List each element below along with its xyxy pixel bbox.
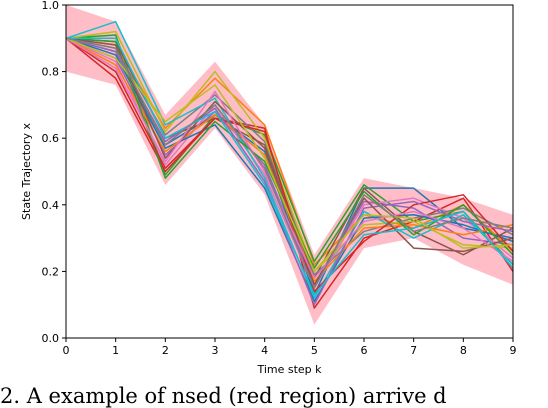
- trajectory-line-8: [65, 37, 514, 276]
- y-tick-label: 0.6: [42, 132, 60, 145]
- uncertainty-band: [66, 5, 513, 325]
- x-tick-label: 9: [510, 344, 517, 357]
- y-tick-label: 0.0: [42, 332, 60, 345]
- trajectory-line-3: [65, 34, 514, 266]
- x-tick-label: 5: [311, 344, 318, 357]
- x-tick-label: 3: [212, 344, 219, 357]
- x-axis-ticks: 0 1 2 3 4 5 6 7 8 9: [63, 338, 517, 357]
- y-tick-label: 1.0: [42, 0, 60, 12]
- x-tick-label: 7: [410, 344, 417, 357]
- trajectory-line-20: [65, 37, 514, 289]
- y-tick-label: 0.8: [42, 66, 60, 79]
- trajectory-line-19: [65, 37, 514, 273]
- x-axis-label: Time step k: [256, 363, 322, 376]
- x-tick-label: 8: [460, 344, 467, 357]
- x-tick-label: 1: [112, 344, 119, 357]
- band-area: [66, 5, 513, 325]
- y-tick-label: 0.4: [42, 199, 60, 212]
- y-tick-label: 0.2: [42, 265, 60, 278]
- trajectory-line-14: [65, 37, 514, 293]
- x-tick-label: 6: [361, 344, 368, 357]
- x-tick-label: 4: [261, 344, 268, 357]
- y-axis-label: State Trajectory x: [20, 123, 33, 220]
- trajectory-line-7: [65, 37, 514, 289]
- trajectory-lines: [65, 20, 514, 309]
- x-tick-label: 2: [162, 344, 169, 357]
- chart: 0 1 2 3 4 5 6 7 8 9 0.0 0.2 0.4 0.6 0.8 1.0 Time step …: [20, 0, 517, 376]
- y-axis-ticks: 0.0 0.2 0.4 0.6 0.8 1.0: [42, 0, 66, 345]
- x-tick-label: 0: [63, 344, 70, 357]
- plot-frame: [65, 4, 514, 339]
- trajectory-line-18: [66, 37, 514, 296]
- figure-caption: 2. A example of nsed (red region) arrive…: [0, 384, 447, 408]
